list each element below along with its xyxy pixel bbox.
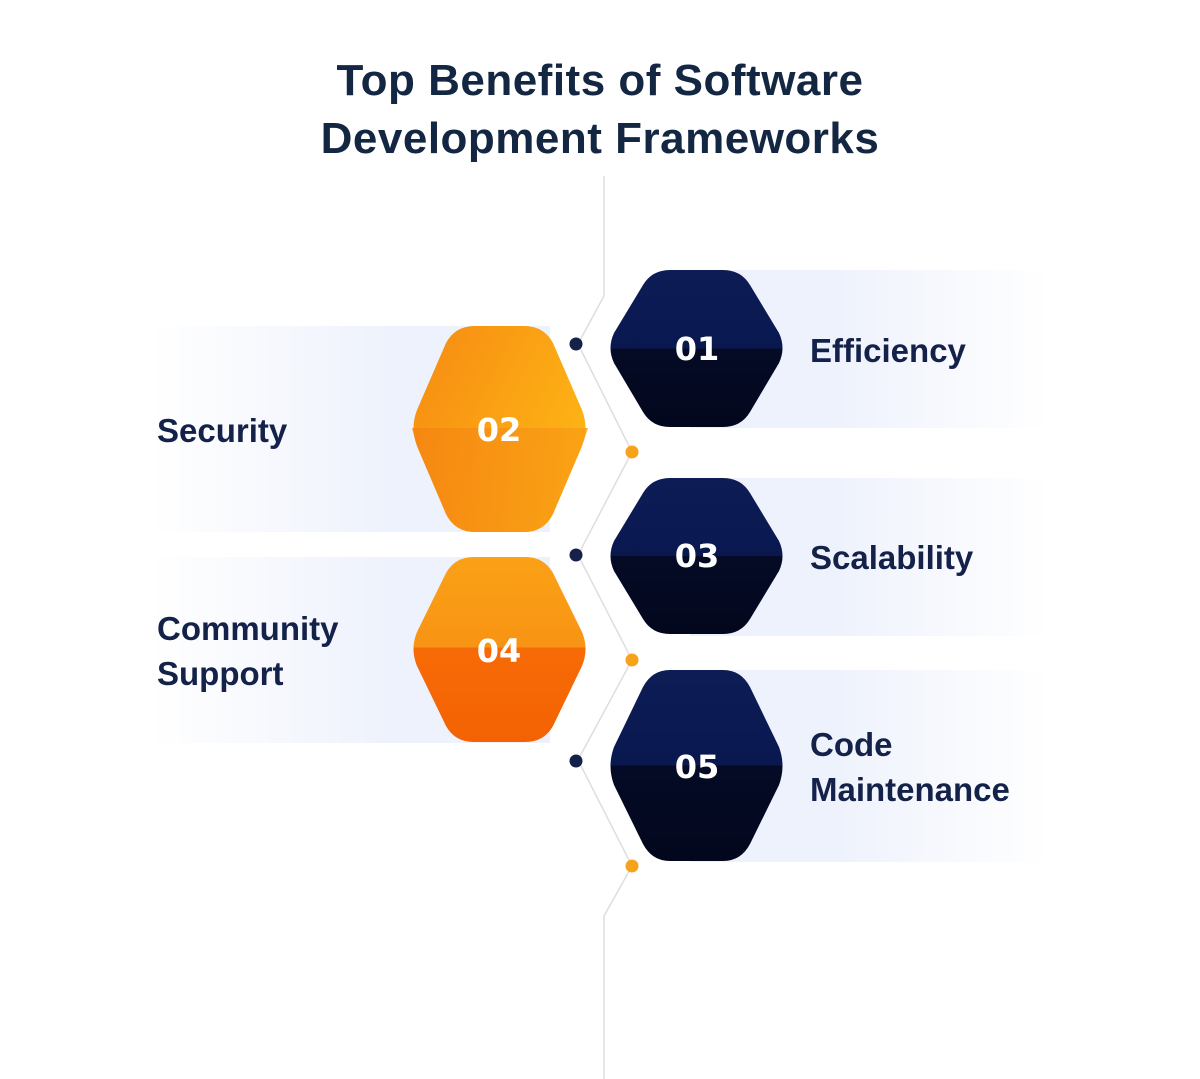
title-line-2: Development Frameworks [320, 114, 880, 163]
hexagon-05: 05 [610, 670, 783, 861]
hexagon-01-number: 01 [675, 330, 720, 368]
label-efficiency: Efficiency [810, 332, 966, 369]
label-scalability: Scalability [810, 539, 974, 576]
connector-dot [625, 653, 639, 667]
hexagon-02-number: 02 [477, 411, 522, 449]
hexagon-02: 02 [412, 326, 588, 532]
hexagon-03: 03 [610, 478, 783, 634]
title-line-1: Top Benefits of Software [336, 56, 864, 105]
label-security: Security [157, 412, 288, 449]
connector-dot [569, 754, 583, 768]
connector-dot [569, 337, 583, 351]
connector-dot [569, 548, 583, 562]
connector-dot [625, 859, 639, 873]
connector-dot [625, 445, 639, 459]
hexagon-01: 01 [610, 270, 783, 427]
connector-line [577, 176, 633, 1079]
label-code-maintenance: Code Maintenance [810, 726, 1010, 808]
label-community-support: Community Support [157, 610, 339, 692]
hexagon-03-number: 03 [675, 537, 720, 575]
page-title: Top Benefits of Software Development Fra… [0, 52, 1200, 168]
hexagon-04-number: 04 [477, 632, 522, 670]
hexagon-04: 04 [413, 557, 586, 742]
hexagon-05-number: 05 [675, 748, 720, 786]
